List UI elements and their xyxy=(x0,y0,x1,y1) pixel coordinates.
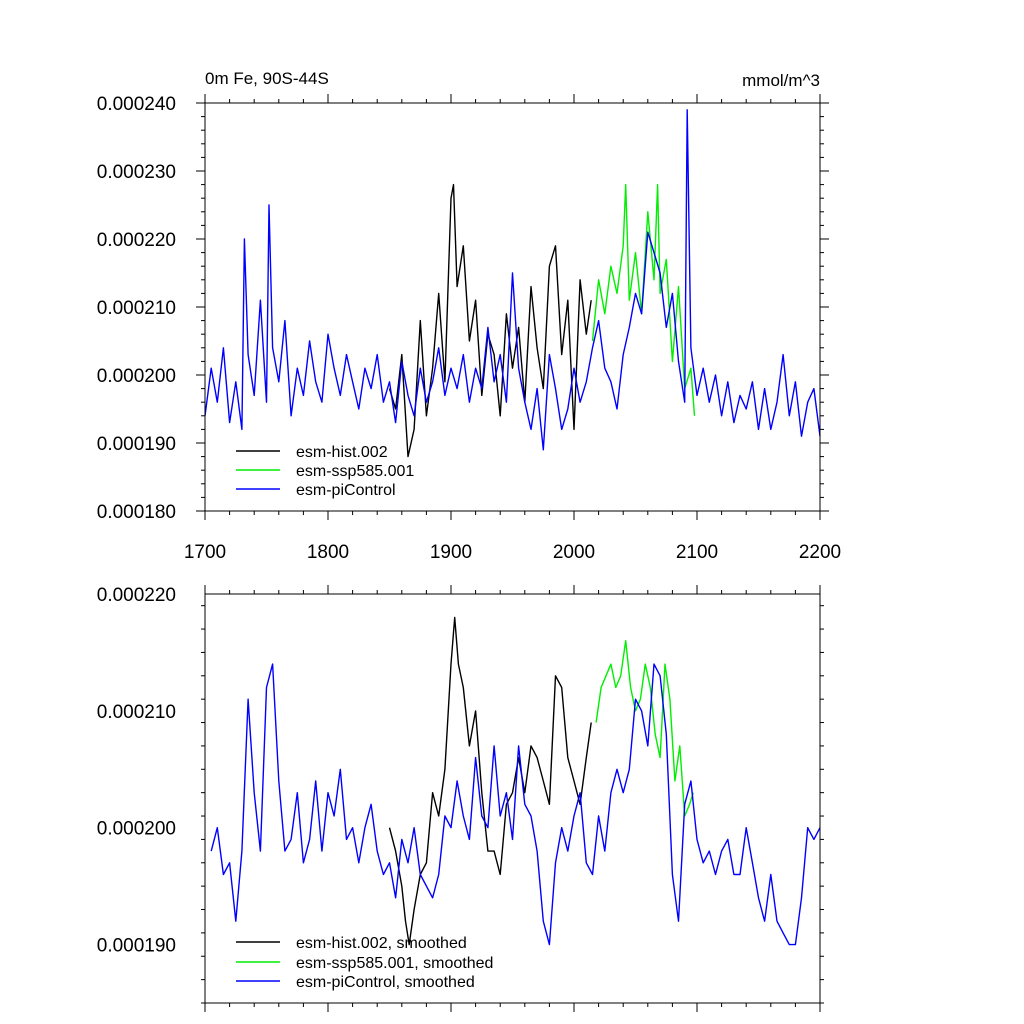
bottom-ticks xyxy=(201,585,824,1012)
top-legend: esm-hist.002 esm-ssp585.001 esm-piContro… xyxy=(236,444,414,499)
top-plot-frame xyxy=(204,102,821,512)
series-line-esm-hist-002-smoothed xyxy=(388,616,592,946)
top-series-lines xyxy=(204,109,821,458)
x-tick-label: 2200 xyxy=(799,542,841,563)
bottom-series-lines xyxy=(210,616,821,946)
top-x-tick-labels: 1700 1800 1900 2000 2100 2200 xyxy=(184,542,841,563)
y-tick-label: 0.000180 xyxy=(97,502,176,523)
y-tick-label: 0.000190 xyxy=(97,936,176,957)
top-y-tick-labels: 0.000180 0.000190 0.000200 0.000210 0.000220… xyxy=(97,94,176,523)
legend-label-esm-ssp585: esm-ssp585.001 xyxy=(296,463,414,480)
legend-label-esm-picontrol: esm-piControl xyxy=(296,482,396,499)
legend-label-esm-ssp585-smoothed: esm-ssp585.001, smoothed xyxy=(296,955,493,972)
y-tick-label: 0.000190 xyxy=(97,434,176,455)
series-line-esm-picontrol xyxy=(204,109,821,451)
series-line-esm-ssp585-001 xyxy=(591,183,696,416)
legend-label-esm-picontrol-smoothed: esm-piControl, smoothed xyxy=(296,974,475,991)
y-tick-label: 0.000200 xyxy=(97,819,176,840)
y-tick-label: 0.000200 xyxy=(97,366,176,387)
x-tick-label: 1700 xyxy=(184,542,226,563)
series-line-esm-picontrol-smoothed xyxy=(210,663,821,946)
y-tick-label: 0.000210 xyxy=(97,702,176,723)
y-tick-label: 0.000210 xyxy=(97,298,176,319)
top-ticks xyxy=(196,94,829,520)
legend-label-esm-hist-smoothed: esm-hist.002, smoothed xyxy=(296,935,467,952)
series-line-esm-hist-002 xyxy=(388,183,592,458)
series-line-esm-ssp585-001-smoothed xyxy=(595,640,694,817)
bottom-panel: 0.000190 0.000200 0.000210 0.000220 esm-his… xyxy=(97,585,824,1012)
x-tick-label: 2000 xyxy=(553,542,595,563)
top-panel: 0m Fe, 90S-44S mmol/m^3 0.000180 0.000190… xyxy=(97,69,841,563)
x-tick-label: 1900 xyxy=(430,542,472,563)
y-tick-label: 0.000230 xyxy=(97,162,176,183)
x-tick-label: 1800 xyxy=(307,542,349,563)
bottom-legend: esm-hist.002, smoothed esm-ssp585.001, s… xyxy=(236,935,493,991)
x-tick-label: 2100 xyxy=(676,542,718,563)
y-tick-label: 0.000220 xyxy=(97,585,176,606)
bottom-y-tick-labels: 0.000190 0.000200 0.000210 0.000220 xyxy=(97,585,176,957)
top-chart-title: 0m Fe, 90S-44S xyxy=(205,69,329,88)
top-chart-units: mmol/m^3 xyxy=(742,71,820,90)
y-tick-label: 0.000220 xyxy=(97,230,176,251)
legend-label-esm-hist: esm-hist.002 xyxy=(296,444,388,461)
bottom-plot-frame xyxy=(204,593,821,1004)
y-tick-label: 0.000240 xyxy=(97,94,176,115)
